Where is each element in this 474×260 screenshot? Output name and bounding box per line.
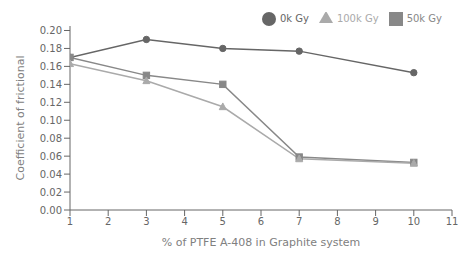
svg-text:0.20: 0.20 bbox=[40, 25, 62, 36]
svg-text:0.18: 0.18 bbox=[40, 43, 62, 54]
svg-text:0.08: 0.08 bbox=[40, 133, 62, 144]
svg-text:1: 1 bbox=[67, 216, 73, 227]
svg-text:7: 7 bbox=[296, 216, 302, 227]
svg-text:Coefficient of frictional: Coefficient of frictional bbox=[14, 56, 27, 181]
svg-text:0.04: 0.04 bbox=[40, 169, 62, 180]
svg-text:5: 5 bbox=[220, 216, 226, 227]
svg-text:9: 9 bbox=[372, 216, 378, 227]
svg-text:0.12: 0.12 bbox=[40, 97, 62, 108]
html-text:0k Gy: 0k Gy bbox=[279, 13, 309, 24]
svg-text:10: 10 bbox=[407, 216, 420, 227]
svg-text:4: 4 bbox=[181, 216, 187, 227]
svg-text:0.16: 0.16 bbox=[40, 61, 62, 72]
html-text:50k Gy: 50k Gy bbox=[406, 13, 442, 24]
svg-text:11: 11 bbox=[446, 216, 459, 227]
svg-text:0.06: 0.06 bbox=[40, 151, 62, 162]
svg-text:0.14: 0.14 bbox=[40, 79, 62, 90]
svg-text:3: 3 bbox=[143, 216, 149, 227]
svg-text:0.10: 0.10 bbox=[40, 115, 62, 126]
svg-text:0.00: 0.00 bbox=[40, 205, 62, 216]
svg-text:% of PTFE A-408 in Graphite sy: % of PTFE A-408 in Graphite system bbox=[162, 236, 361, 249]
svg-text:0.02: 0.02 bbox=[40, 187, 62, 198]
svg-text:6: 6 bbox=[258, 216, 264, 227]
svg-text:2: 2 bbox=[105, 216, 111, 227]
html-text:100k Gy: 100k Gy bbox=[336, 13, 379, 24]
svg-text:8: 8 bbox=[334, 216, 340, 227]
